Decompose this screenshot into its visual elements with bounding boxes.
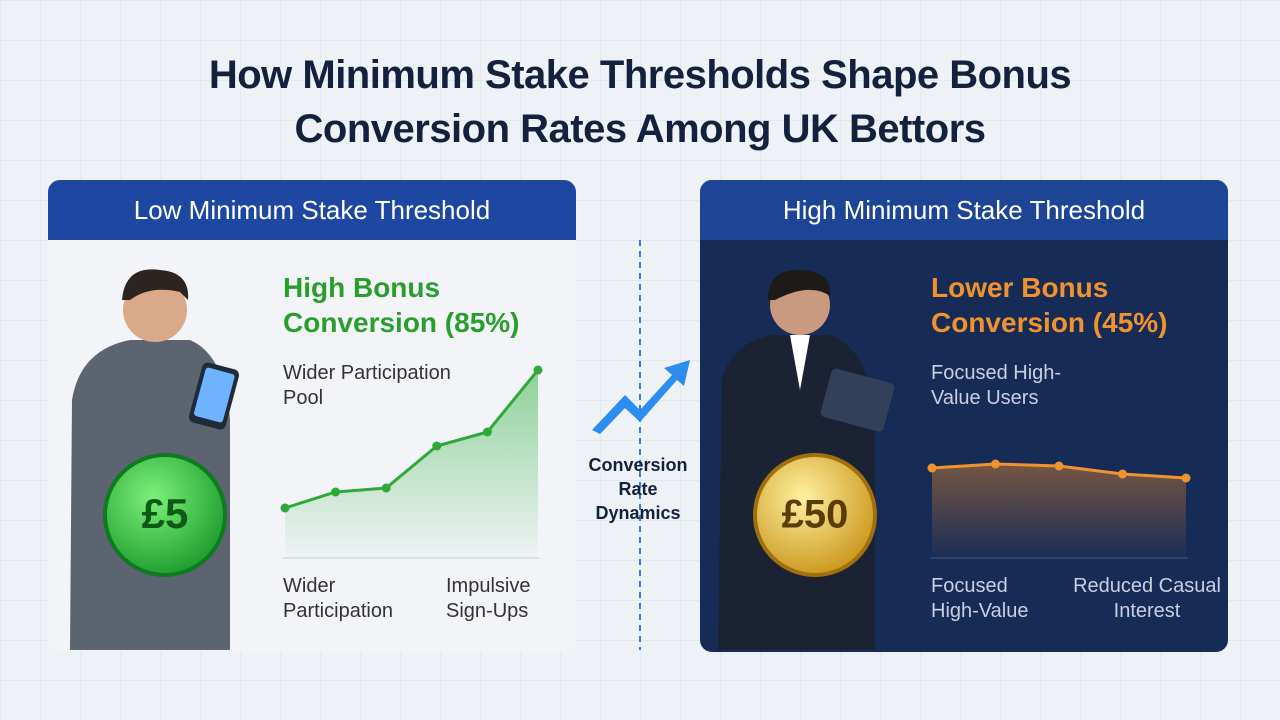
trend-line	[284, 369, 540, 510]
trend-point	[927, 463, 937, 473]
chart-label: Focused High-Value	[931, 575, 1029, 622]
headline: High Bonus Conversion (85%)	[283, 272, 520, 338]
center-label: Conversion Rate Dynamics	[588, 455, 688, 523]
chart-label: Reduced Casual Interest	[1073, 575, 1221, 622]
chart-label: Impulsive Sign-Ups	[446, 575, 531, 622]
trend-point	[381, 483, 391, 493]
arrow-icon	[592, 360, 690, 434]
trend-point	[482, 427, 492, 437]
trend-area	[932, 464, 1186, 558]
trend-point	[280, 503, 290, 513]
right-header-bar	[700, 180, 1228, 240]
right-header-bar	[700, 228, 1228, 240]
title: How Minimum Stake Thresholds Shape Bonus…	[208, 53, 1072, 151]
trend-point	[331, 487, 341, 497]
headline: Lower Bonus Conversion (45%)	[931, 272, 1168, 338]
stake-label: £50	[782, 493, 849, 537]
trend-point	[1181, 473, 1191, 483]
left-header-bar	[48, 228, 576, 240]
trend-point	[533, 365, 543, 375]
stake-label: £5	[142, 490, 189, 537]
note: Wider Participation Pool	[283, 362, 451, 409]
trend-area	[285, 370, 538, 558]
trend-point	[1054, 461, 1064, 471]
stake-coin	[753, 453, 877, 577]
note: Focused High-Value Users	[931, 362, 1062, 409]
stake-coin	[103, 453, 227, 577]
trend-point	[432, 441, 442, 451]
trend-point	[991, 459, 1000, 469]
trend-point	[1118, 469, 1127, 479]
panel-header: High Minimum Stake Threshold	[782, 195, 1146, 225]
left-header-bar	[48, 180, 576, 240]
chart-label: Wider Participation	[283, 575, 394, 622]
panel-header: Low Minimum Stake Threshold	[133, 195, 491, 225]
